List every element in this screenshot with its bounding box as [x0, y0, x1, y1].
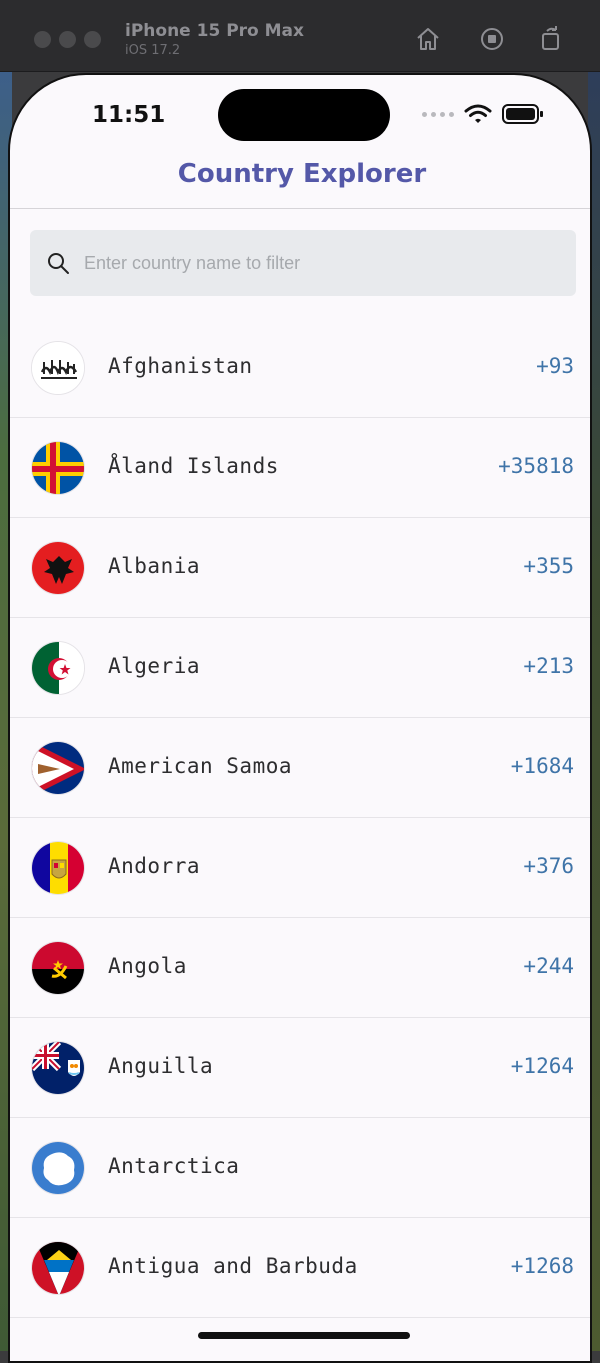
zoom-window-button[interactable] — [84, 31, 101, 48]
dial-code: +35818 — [498, 454, 574, 478]
country-name: Albania — [108, 554, 200, 578]
country-row[interactable]: Afghanistan +93 — [10, 318, 592, 418]
simulator-toolbar: iPhone 15 Pro Max iOS 17.2 — [0, 0, 600, 72]
search-bar[interactable] — [30, 230, 576, 296]
angola-flag — [31, 941, 85, 995]
dial-code: +376 — [523, 854, 574, 878]
country-name: Anguilla — [108, 1054, 213, 1078]
simulator-os-version: iOS 17.2 — [125, 43, 180, 58]
dial-code: +1268 — [511, 1254, 574, 1278]
country-row[interactable]: Andorra +376 — [10, 818, 592, 918]
antarctica-flag — [31, 1141, 85, 1195]
home-icon[interactable] — [414, 25, 442, 53]
dial-code: +213 — [523, 654, 574, 678]
dynamic-island — [218, 89, 390, 141]
country-name: Åland Islands — [108, 454, 279, 478]
country-list: Afghanistan +93 Åland Islands +35818 — [10, 318, 592, 1318]
anguilla-flag — [31, 1041, 85, 1095]
phone-screen: 11:51 Country Explorer — [8, 73, 592, 1363]
country-name: Antarctica — [108, 1154, 239, 1178]
home-indicator[interactable] — [198, 1332, 410, 1339]
country-row[interactable]: American Samoa +1684 — [10, 718, 592, 818]
dial-code: +1684 — [511, 754, 574, 778]
country-row[interactable]: Angola +244 — [10, 918, 592, 1018]
wifi-icon — [464, 103, 492, 125]
dial-code: +244 — [523, 954, 574, 978]
aland-islands-flag — [31, 441, 85, 495]
search-input[interactable] — [84, 253, 544, 274]
algeria-flag — [31, 641, 85, 695]
country-row[interactable]: Åland Islands +35818 — [10, 418, 592, 518]
country-name: Angola — [108, 954, 187, 978]
header-divider — [10, 208, 592, 209]
country-row[interactable]: Anguilla +1264 — [10, 1018, 592, 1118]
country-row[interactable]: Algeria +213 — [10, 618, 592, 718]
battery-icon — [502, 103, 544, 125]
page-title: Country Explorer — [10, 159, 592, 189]
country-name: American Samoa — [108, 754, 292, 778]
cellular-signal-icon — [422, 112, 454, 117]
country-name: Andorra — [108, 854, 200, 878]
minimize-window-button[interactable] — [59, 31, 76, 48]
country-row[interactable]: Antarctica — [10, 1118, 592, 1218]
dial-code: +1264 — [511, 1054, 574, 1078]
country-name: Algeria — [108, 654, 200, 678]
country-row[interactable]: Antigua and Barbuda +1268 — [10, 1218, 592, 1318]
screenshot-icon[interactable] — [478, 25, 506, 53]
andorra-flag — [31, 841, 85, 895]
status-time: 11:51 — [92, 102, 165, 128]
dial-code: +355 — [523, 554, 574, 578]
dial-code: +93 — [536, 354, 574, 378]
country-name: Afghanistan — [108, 354, 253, 378]
albania-flag — [31, 541, 85, 595]
search-icon — [46, 251, 70, 275]
country-name: Antigua and Barbuda — [108, 1254, 358, 1278]
close-window-button[interactable] — [34, 31, 51, 48]
status-icons — [422, 103, 544, 125]
simulator-device-name: iPhone 15 Pro Max — [125, 21, 304, 41]
rotate-icon[interactable] — [537, 25, 565, 53]
antigua-and-barbuda-flag — [31, 1241, 85, 1295]
afghanistan-flag — [31, 341, 85, 395]
american-samoa-flag — [31, 741, 85, 795]
country-row[interactable]: Albania +355 — [10, 518, 592, 618]
